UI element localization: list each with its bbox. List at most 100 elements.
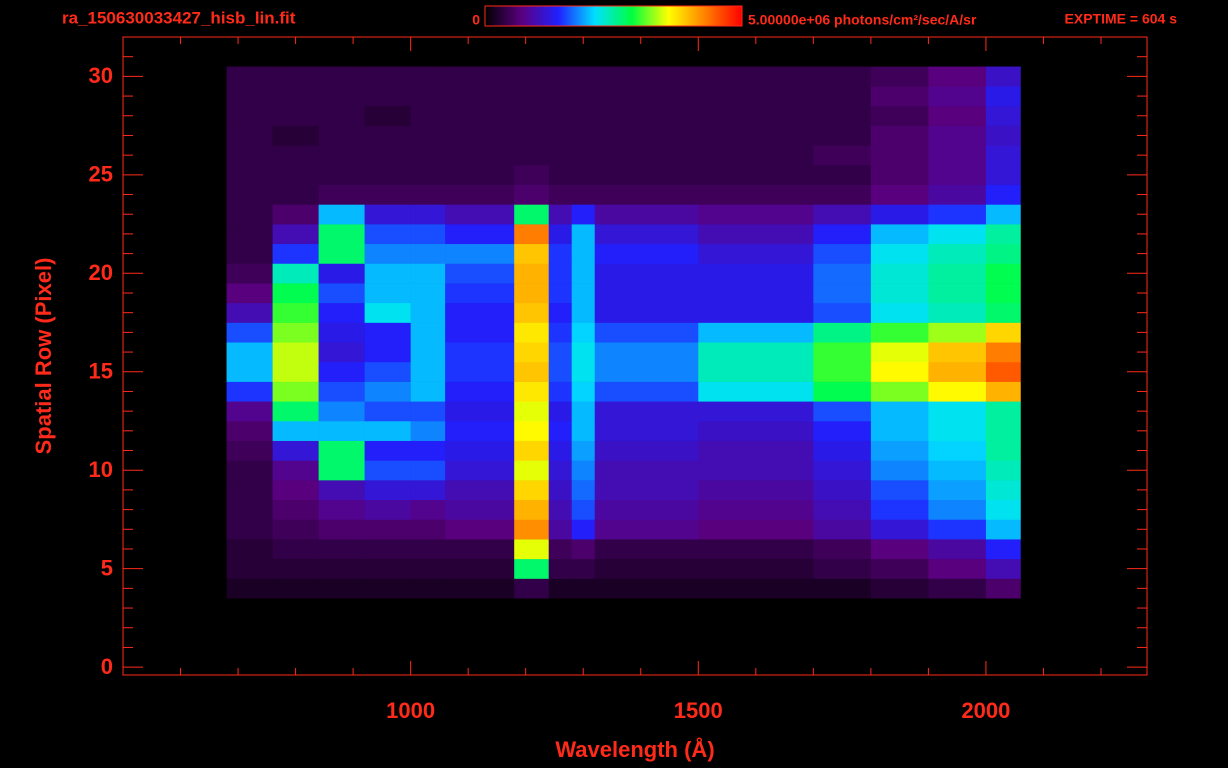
heatmap-cell [870, 164, 929, 185]
heatmap-cell [985, 86, 1021, 107]
heatmap-cell [445, 145, 515, 166]
heatmap-cell [813, 361, 872, 382]
heatmap-cell [985, 204, 1021, 225]
heatmap-cell [594, 263, 699, 284]
heatmap-cell [410, 401, 446, 422]
heatmap-cell [571, 519, 596, 540]
heatmap-cell [410, 86, 446, 107]
heatmap-cell [318, 302, 365, 323]
heatmap-cell [226, 480, 273, 501]
heatmap-cell [813, 283, 872, 304]
heatmap-cell [594, 283, 699, 304]
heatmap-cell [594, 401, 699, 422]
heatmap-cell [548, 361, 573, 382]
heatmap-cell [272, 381, 319, 402]
heatmap-cell [514, 263, 550, 284]
heatmap-cell [813, 499, 872, 520]
heatmap-cell [548, 105, 573, 126]
heatmap-cell [226, 578, 273, 599]
heatmap-cell [364, 204, 411, 225]
heatmap-cell [364, 519, 411, 540]
heatmap-cell [410, 164, 446, 185]
heatmap-cell [813, 204, 872, 225]
heatmap-cell [594, 322, 699, 343]
heatmap-cell [571, 302, 596, 323]
heatmap-cell [928, 420, 987, 441]
heatmap-cell [364, 302, 411, 323]
plot-frame [122, 36, 1148, 676]
heatmap-cell [548, 204, 573, 225]
heatmap-cell [410, 125, 446, 146]
heatmap-cell [548, 66, 573, 87]
heatmap-cell [813, 440, 872, 461]
heatmap-cell [548, 440, 573, 461]
heatmap-cell [813, 420, 872, 441]
heatmap-cell [364, 66, 411, 87]
heatmap-cell [870, 263, 929, 284]
heatmap-cell [318, 401, 365, 422]
heatmap-cell [928, 460, 987, 481]
heatmap-cell [985, 302, 1021, 323]
heatmap-cell [813, 302, 872, 323]
heatmap-cell [272, 86, 319, 107]
heatmap-cell [698, 204, 814, 225]
heatmap-cell [548, 499, 573, 520]
heatmap-cell [548, 401, 573, 422]
heatmap-cell [410, 519, 446, 540]
heatmap-cell [364, 105, 411, 126]
heatmap-cell [445, 440, 515, 461]
heatmap-cell [870, 342, 929, 363]
heatmap-cell [870, 243, 929, 264]
heatmap-cell [514, 578, 550, 599]
heatmap-cell [272, 420, 319, 441]
heatmap-cell [410, 204, 446, 225]
heatmap-cell [813, 558, 872, 579]
heatmap-cell [445, 420, 515, 441]
heatmap-cell [318, 125, 365, 146]
heatmap-cell [870, 460, 929, 481]
heatmap-cell [445, 342, 515, 363]
heatmap-cell [594, 519, 699, 540]
heatmap-cell [226, 243, 273, 264]
heatmap-cell [594, 558, 699, 579]
heatmap-cell [985, 322, 1021, 343]
heatmap-cell [928, 440, 987, 461]
heatmap-cell [928, 125, 987, 146]
heatmap-cell [698, 420, 814, 441]
heatmap-cell [985, 125, 1021, 146]
heatmap-cell [985, 401, 1021, 422]
heatmap-cell [698, 105, 814, 126]
heatmap-cell [410, 539, 446, 560]
heatmap-cell [364, 578, 411, 599]
heatmap-cell [870, 184, 929, 205]
heatmap-cell [272, 204, 319, 225]
heatmap-cell [698, 184, 814, 205]
heatmap-cell [571, 420, 596, 441]
heatmap-cell [698, 263, 814, 284]
heatmap-cell [548, 342, 573, 363]
heatmap-cell [445, 164, 515, 185]
heatmap-cell [698, 460, 814, 481]
heatmap-cell [698, 578, 814, 599]
heatmap-cell [226, 66, 273, 87]
heatmap-cell [548, 243, 573, 264]
heatmap-cell [813, 66, 872, 87]
heatmap-cell [813, 381, 872, 402]
heatmap-cell [272, 184, 319, 205]
y-tick-label: 15 [89, 359, 113, 384]
heatmap-cell [445, 302, 515, 323]
heatmap-cell [928, 243, 987, 264]
heatmap-cell [410, 480, 446, 501]
heatmap-cell [445, 263, 515, 284]
heatmap-cell [594, 184, 699, 205]
heatmap-cell [548, 224, 573, 245]
heatmap-cell [364, 381, 411, 402]
heatmap-cell [594, 499, 699, 520]
heatmap-cell [548, 420, 573, 441]
y-axis-label: Spatial Row (Pixel) [31, 258, 56, 455]
heatmap-cell [928, 361, 987, 382]
heatmap-cell [272, 283, 319, 304]
heatmap-cell [318, 184, 365, 205]
heatmap-cell [364, 86, 411, 107]
heatmap-cell [445, 66, 515, 87]
